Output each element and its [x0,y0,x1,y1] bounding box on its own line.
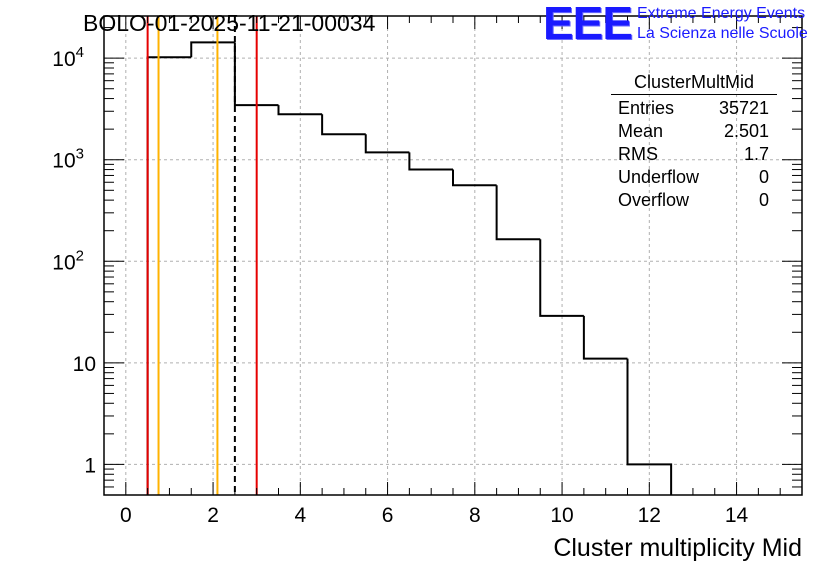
stats-title: ClusterMultMid [611,72,777,95]
stats-label: Mean [618,121,664,141]
stats-row-mean: Mean 2.501 [611,120,777,143]
x-tick-label: 4 [294,504,306,527]
plot-title: BOLO-01-2025-11-21-00034 [83,10,376,36]
y-tick-label: 10 [73,353,96,376]
stats-value: 2.501 [723,121,769,141]
stats-value: 1.7 [743,144,769,164]
y-tick-label: 103 [52,146,84,173]
stats-value: 0 [758,167,769,187]
stats-row-rms: RMS 1.7 [611,143,777,166]
stats-label: Entries [618,98,675,118]
histogram-bin [146,56,192,495]
histogram-bin [364,134,410,154]
histogram-bin [495,185,541,241]
stats-value: 0 [758,190,769,210]
x-tick-label: 14 [725,504,749,527]
stats-label: RMS [618,144,658,164]
histogram-bin [626,358,673,495]
histogram-bars [146,41,673,495]
stats-row-entries: Entries 35721 [611,97,777,120]
x-tick-label: 12 [638,504,661,527]
stats-row-underflow: Underflow 0 [611,166,777,189]
x-tick-label: 0 [120,504,132,527]
x-tick-label: 10 [550,504,573,527]
stats-label: Overflow [618,190,690,210]
stats-row-overflow: Overflow 0 [611,189,777,212]
eee-logo-text: Extreme Energy Events La Scienza nelle S… [637,4,808,44]
histogram-bin [539,239,584,317]
histogram-bin [321,114,366,136]
x-tick-label: 6 [382,504,394,527]
x-axis-label: Cluster multiplicity Mid [553,534,802,562]
y-tick-label: 102 [52,247,84,274]
marker-lines [146,16,258,495]
histogram-bin [277,105,323,116]
histogram-bin [452,169,497,187]
stats-value: 35721 [718,98,769,118]
y-tick-label: 1 [84,454,96,477]
stats-label: Underflow [618,167,700,187]
histogram-bin [190,41,235,58]
x-tick-label: 2 [207,504,219,527]
histogram-bin [408,152,453,171]
y-tick-label: 104 [52,44,84,71]
stats-box: ClusterMultMid Entries 35721 Mean 2.501 … [611,72,777,212]
grid [104,16,802,495]
logo-line-2: La Scienza nelle Scuole [637,25,808,42]
axes: 0 2 4 6 8 10 12 14 1 10 102 103 104 [52,15,803,527]
eee-logo: EEE [543,0,633,49]
histogram-bin [582,315,628,360]
logo-line-1: Extreme Energy Events [637,5,806,22]
histogram-bin [233,42,279,107]
x-tick-label: 8 [469,504,481,527]
